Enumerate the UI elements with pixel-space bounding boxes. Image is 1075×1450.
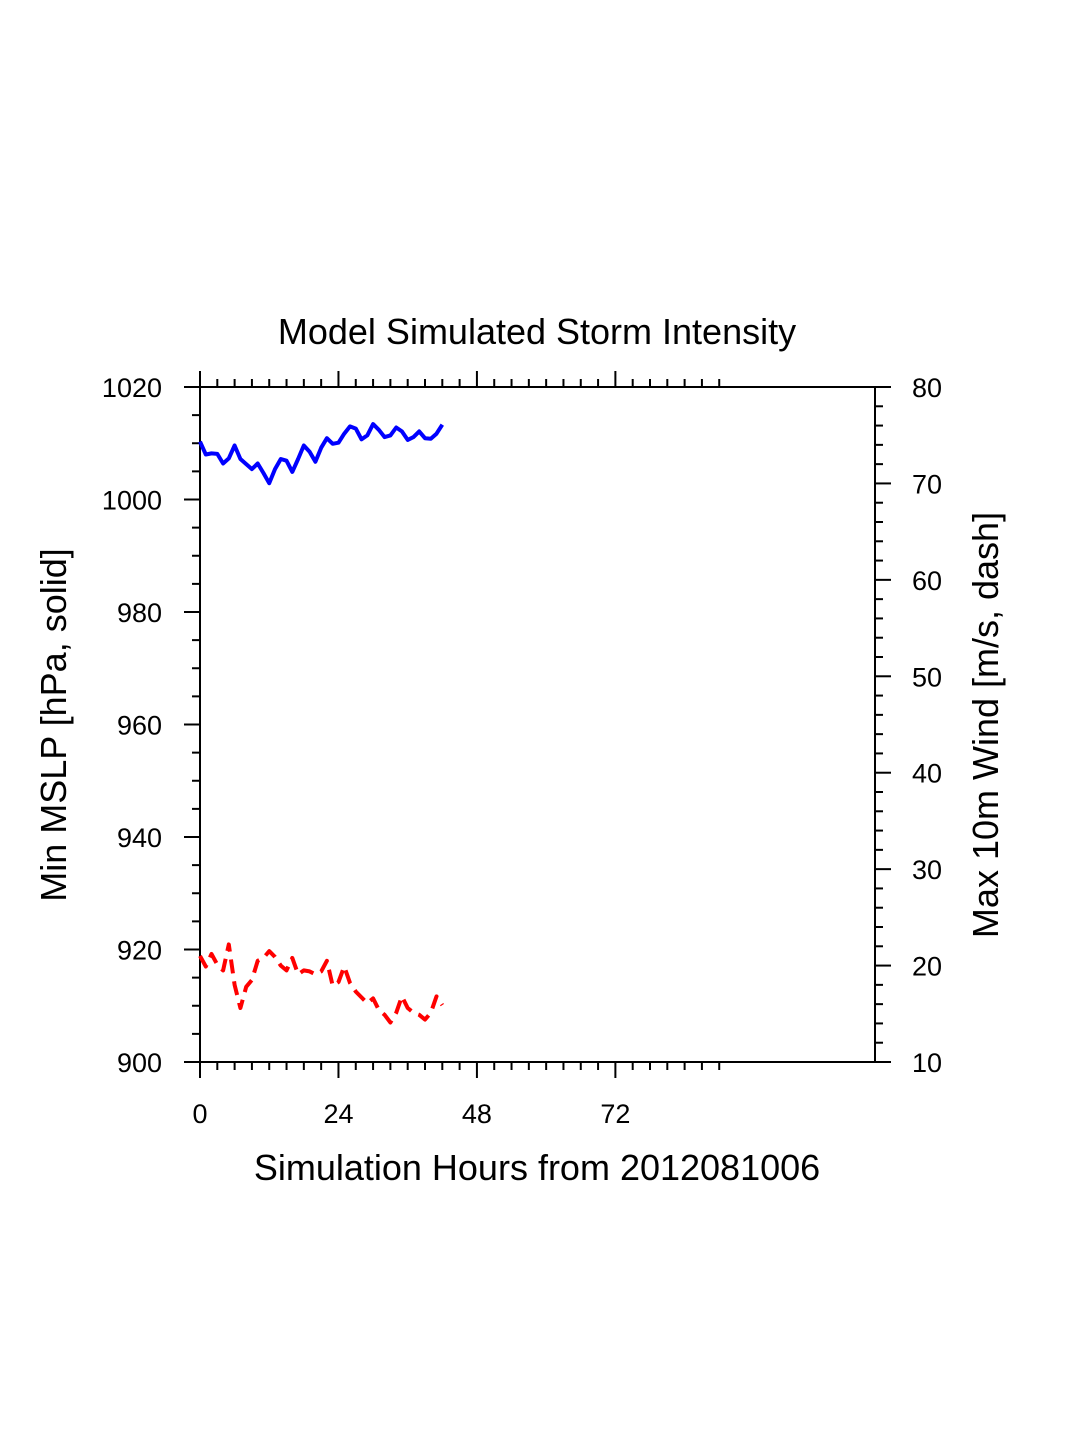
- x-tick-label: 48: [462, 1099, 492, 1129]
- y-right-tick-label: 70: [912, 469, 942, 499]
- y-right-tick-label: 30: [912, 855, 942, 885]
- x-tick-label: 72: [600, 1099, 630, 1129]
- y-left-tick-label: 920: [117, 936, 162, 966]
- plot-frame: [199, 386, 876, 1063]
- x-tick-label: 0: [192, 1099, 207, 1129]
- x-axis-label: Simulation Hours from 2012081006: [254, 1147, 820, 1188]
- max-wind-dashed-line: [198, 942, 444, 1025]
- y-left-tick-label: 1000: [102, 486, 162, 516]
- y-left-tick-label: 900: [117, 1048, 162, 1078]
- right-y-axis-label: Max 10m Wind [m/s, dash]: [965, 512, 1006, 938]
- left-y-axis-label: Min MSLP [hPa, solid]: [33, 548, 74, 902]
- y-left-tick-label: 940: [117, 823, 162, 853]
- y-right-tick-label: 20: [912, 952, 942, 982]
- y-right-tick-label: 40: [912, 759, 942, 789]
- y-left-tick-label: 960: [117, 711, 162, 741]
- y-right-tick-label: 10: [912, 1048, 942, 1078]
- chart-title: Model Simulated Storm Intensity: [278, 311, 796, 352]
- y-left-tick-label: 1020: [102, 373, 162, 403]
- y-right-tick-label: 60: [912, 566, 942, 596]
- left-y-axis-ticks: 900 920 940 960 980 1000 1020: [102, 373, 200, 1078]
- y-left-tick-label: 980: [117, 598, 162, 628]
- right-y-axis-ticks: 10 20 30 40 50 60 70 80: [875, 373, 942, 1078]
- y-right-tick-label: 50: [912, 662, 942, 692]
- x-tick-label: 24: [323, 1099, 353, 1129]
- min-mslp-solid-line: [198, 422, 444, 486]
- y-right-tick-label: 80: [912, 373, 942, 403]
- series-layer: [198, 422, 444, 1025]
- x-axis-ticks: 0 24 48 72: [192, 371, 721, 1129]
